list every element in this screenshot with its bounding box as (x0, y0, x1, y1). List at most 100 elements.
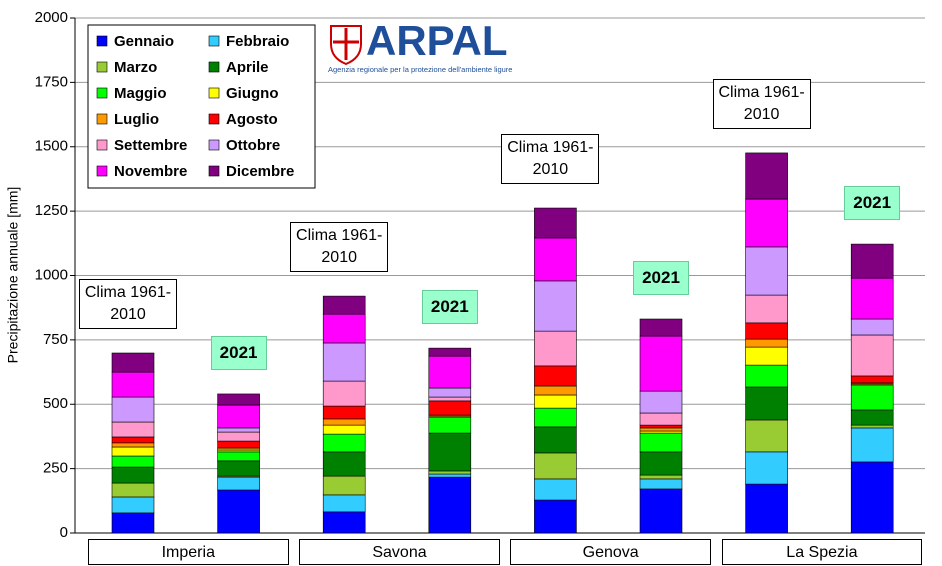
bar-segment (322, 451, 366, 477)
bar-segment (639, 424, 683, 429)
bar-segment (850, 243, 894, 279)
bar-segment (850, 409, 894, 426)
bar-segment (322, 380, 366, 407)
bar-segment (111, 466, 155, 484)
bar-segment (111, 436, 155, 444)
bar-segment (534, 237, 577, 282)
bar-segment (850, 277, 894, 320)
bar-annotation: Clima 1961-2010 (501, 134, 600, 185)
bar-segment (428, 473, 472, 478)
legend-label: Settembre (114, 137, 187, 154)
bar-segment (534, 426, 577, 454)
legend-swatch (208, 35, 220, 47)
legend-label: Luglio (114, 111, 159, 128)
bar-segment (534, 478, 577, 501)
legend-swatch (208, 61, 220, 73)
bar-segment (111, 446, 155, 457)
bar-segment (111, 455, 155, 468)
legend-swatch (96, 165, 108, 177)
logo-subtitle: Agenzia regionale per la protezione dell… (328, 65, 512, 74)
bar-segment (111, 352, 155, 373)
bar-segment (428, 387, 472, 398)
bar-segment (322, 295, 366, 315)
bar-segment (217, 440, 260, 449)
bar-segment (111, 371, 155, 398)
bar-segment (745, 152, 788, 200)
bar-segment (217, 489, 260, 534)
logo-icon (330, 25, 362, 66)
bar-segment (322, 405, 366, 420)
bar-segment (322, 475, 366, 496)
bar-segment (745, 364, 788, 388)
bar-segment (534, 394, 577, 409)
bar-segment (745, 483, 788, 534)
bar-segment (534, 207, 577, 239)
legend-label: Agosto (226, 111, 278, 128)
bar-segment (639, 488, 683, 534)
bar-segment (428, 355, 472, 389)
bar-segment (322, 418, 366, 426)
bar-segment (534, 407, 577, 428)
bar-segment (639, 474, 683, 480)
bar-segment (428, 416, 472, 434)
bar-segment (850, 461, 894, 534)
group-label: Imperia (88, 539, 289, 565)
bar-segment (322, 342, 366, 382)
bar-segment (850, 318, 894, 336)
bar-segment (322, 511, 366, 534)
bar-segment (745, 346, 788, 366)
bar-annotation: Clima 1961-2010 (79, 279, 177, 329)
bar-segment (322, 424, 366, 435)
bar-segment (639, 427, 683, 432)
legend-label: Febbraio (226, 33, 289, 50)
bar-segment (428, 470, 472, 475)
bar-segment (850, 424, 894, 429)
y-tick-label: 1500 (35, 138, 68, 155)
bar-annotation: 2021 (210, 335, 267, 370)
bar-segment (534, 280, 577, 332)
bar-segment (111, 482, 155, 498)
bar-segment (534, 365, 577, 387)
bar-segment (217, 460, 260, 477)
bar-segment (534, 385, 577, 396)
legend-swatch (96, 139, 108, 151)
legend: Gennaio Febbraio Marzo Aprile Maggio Giugno Lu… (87, 24, 316, 189)
bar-segment (745, 246, 788, 296)
bar-segment (639, 390, 683, 414)
legend-swatch (96, 113, 108, 125)
group-label: Genova (510, 539, 711, 565)
bar-segment (217, 431, 260, 442)
bar-segment (217, 451, 260, 462)
y-tick-label: 750 (43, 331, 68, 348)
bar-segment (639, 432, 683, 453)
bar-segment (217, 427, 260, 433)
bar-segment (111, 396, 155, 423)
bar-segment (111, 442, 155, 448)
bar-annotation: Clima 1961-2010 (290, 222, 389, 273)
y-tick-label: 1750 (35, 73, 68, 90)
group-label: La Spezia (721, 539, 923, 565)
legend-label: Marzo (114, 59, 157, 76)
y-tick-label: 2000 (35, 9, 68, 26)
bar-segment (428, 396, 472, 402)
bar-segment (639, 478, 683, 490)
y-tick-label: 500 (43, 395, 68, 412)
y-tick-label: 0 (60, 524, 68, 541)
bar-segment (534, 452, 577, 480)
legend-label: Aprile (226, 59, 269, 76)
bar-segment (639, 451, 683, 476)
bar-segment (322, 433, 366, 453)
bar-segment (322, 313, 366, 344)
legend-label: Maggio (114, 85, 167, 102)
bar-segment (745, 294, 788, 324)
bar-segment (745, 322, 788, 340)
bar-segment (639, 430, 683, 434)
bar-segment (111, 496, 155, 514)
y-tick-label: 1250 (35, 202, 68, 219)
bar-segment (322, 494, 366, 513)
bar-segment (428, 476, 472, 534)
bar-segment (639, 335, 683, 392)
legend-label: Giugno (226, 85, 279, 102)
bar-segment (850, 384, 894, 411)
